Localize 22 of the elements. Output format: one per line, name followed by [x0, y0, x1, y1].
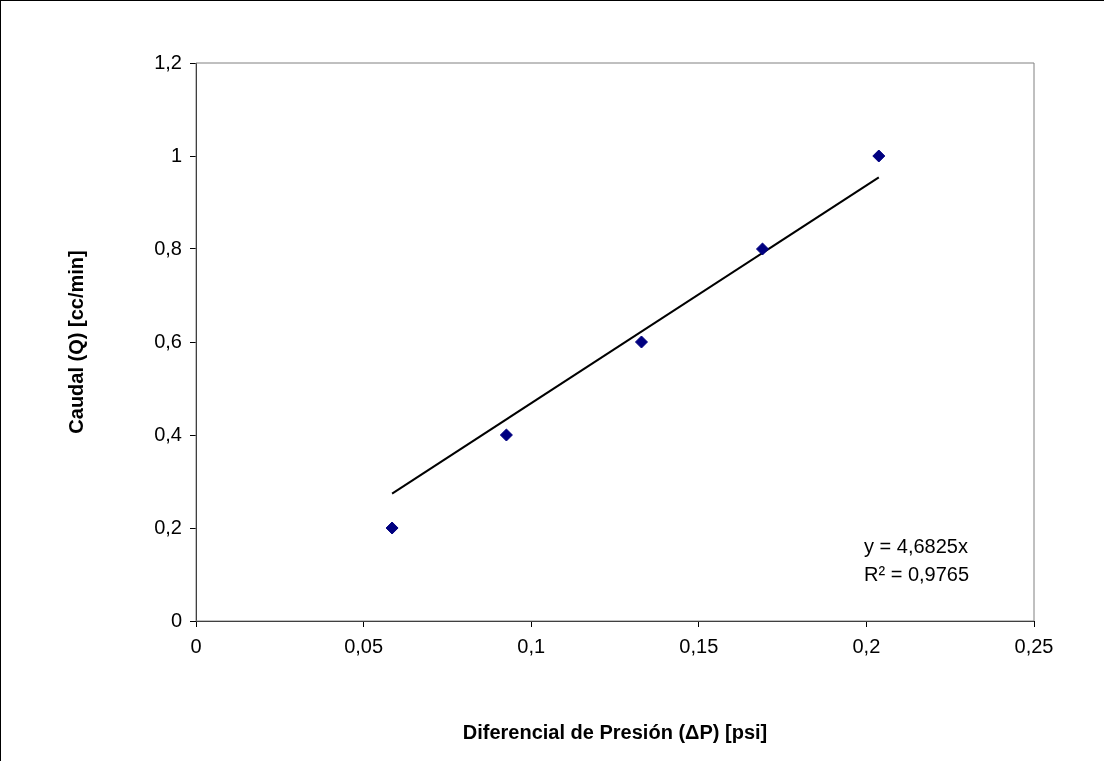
y-tick-label: 1 — [170, 143, 182, 166]
y-tick-label: 0 — [170, 608, 182, 631]
x-tick-label: 0,25 — [1014, 634, 1054, 657]
x-tick-label: 0,05 — [344, 634, 384, 657]
point — [385, 521, 399, 535]
y-tick-label: 0,6 — [154, 329, 182, 352]
y-tick-label: 0,8 — [154, 236, 182, 259]
y-tick-label: 0,4 — [154, 422, 182, 445]
x-axis-title: Diferencial de Presión (ΔP) [psi] — [462, 720, 768, 743]
point — [872, 149, 886, 163]
y-axis-title: Caudal (Q) [cc/min] — [64, 250, 87, 434]
x-tick-label: 0 — [190, 634, 202, 657]
point — [499, 428, 513, 442]
point — [755, 242, 769, 256]
annotation: R² = 0,9765 — [864, 563, 970, 585]
x-tick-label: 0,2 — [852, 634, 881, 657]
y-tick-label: 0,2 — [154, 515, 182, 538]
y-tick-label: 1,2 — [154, 50, 182, 73]
x-tick-label: 0,1 — [517, 634, 546, 657]
point — [634, 335, 648, 349]
annotation: y = 4,6825x — [864, 535, 968, 557]
x-tick-label: 0,15 — [679, 634, 719, 657]
